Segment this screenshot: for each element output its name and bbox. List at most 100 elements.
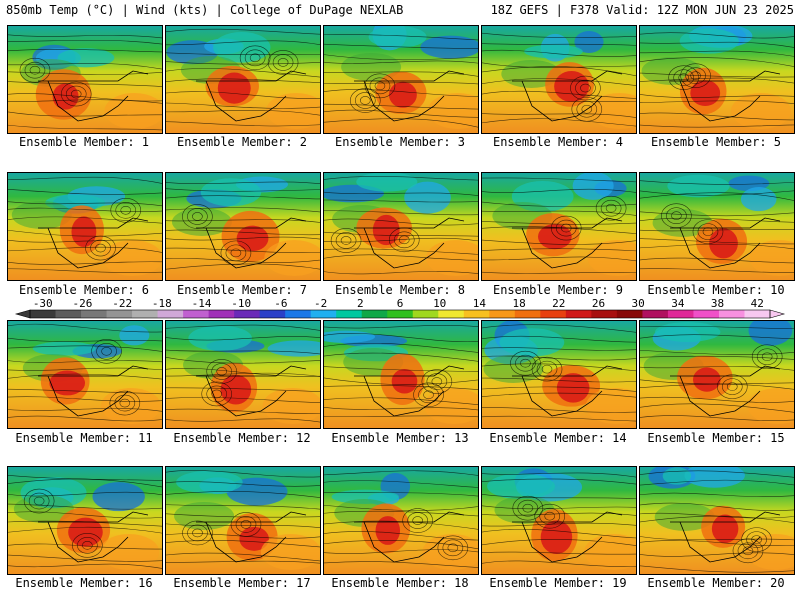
ensemble-member-label: Ensemble Member: 10 (647, 283, 785, 297)
colorbar-swatch (744, 310, 771, 318)
ensemble-map (323, 320, 479, 429)
colorbar-swatch (718, 310, 745, 318)
colorbar-swatch (591, 310, 618, 318)
colorbar-swatch (208, 310, 235, 318)
colorbar-tick-label: -18 (152, 298, 172, 310)
colorbar-swatch (132, 310, 159, 318)
ensemble-map (481, 320, 637, 429)
colorbar-tick-label: 26 (592, 298, 605, 310)
temperature-colorbar: -30 -26 -22 -18 -14 -10 -6 -2 2 6 10 14 18 22 26 30 34 38… (14, 298, 786, 319)
temperature-map (324, 26, 478, 133)
ensemble-member-label: Ensemble Member: 16 (15, 576, 153, 590)
ensemble-member-label: Ensemble Member: 17 (173, 576, 311, 590)
ensemble-map (165, 172, 321, 281)
ensemble-member-label: Ensemble Member: 7 (176, 283, 308, 297)
temperature-map (482, 26, 636, 133)
colorbar-swatch (336, 310, 363, 318)
temperature-map (324, 467, 478, 574)
ensemble-map (639, 25, 795, 134)
colorbar-swatch (642, 310, 669, 318)
temperature-map (166, 321, 320, 428)
colorbar-tick-label: -2 (314, 298, 327, 310)
temperature-map (640, 467, 794, 574)
colorbar-swatch (183, 310, 210, 318)
ensemble-member-label: Ensemble Member: 3 (334, 135, 466, 149)
colorbar-swatch (693, 310, 720, 318)
colorbar-swatch (412, 310, 439, 318)
colorbar-tick-label: -30 (33, 298, 53, 310)
ensemble-member-label: Ensemble Member: 20 (647, 576, 785, 590)
temperature-map (640, 173, 794, 280)
colorbar-tick-label: -6 (274, 298, 287, 310)
temperature-map (8, 467, 162, 574)
colorbar-tick-label: 2 (357, 298, 364, 310)
colorbar-swatch (157, 310, 184, 318)
colorbar-tick-label: -14 (192, 298, 212, 310)
temperature-map (166, 467, 320, 574)
colorbar-swatch (514, 310, 541, 318)
temperature-map (324, 173, 478, 280)
colorbar-swatch (285, 310, 312, 318)
temperature-map (166, 26, 320, 133)
colorbar-swatch (234, 310, 261, 318)
colorbar-tick-label: 42 (751, 298, 764, 310)
colorbar-tick-label: -10 (231, 298, 251, 310)
ensemble-map (165, 25, 321, 134)
ensemble-member-label: Ensemble Member: 12 (173, 431, 311, 445)
ensemble-member-label: Ensemble Member: 18 (331, 576, 469, 590)
colorbar-swatch (259, 310, 286, 318)
colorbar-swatch (616, 310, 643, 318)
ensemble-map (323, 25, 479, 134)
ensemble-map (323, 172, 479, 281)
temperature-map (8, 26, 162, 133)
colorbar-tick-label: 18 (512, 298, 525, 310)
ensemble-map (639, 320, 795, 429)
colorbar-swatch (565, 310, 592, 318)
colorbar-tick-label: 34 (671, 298, 685, 310)
colorbar-swatch (81, 310, 108, 318)
ensemble-member-label: Ensemble Member: 6 (18, 283, 150, 297)
map-title: 850mb Temp (°C) | Wind (kts) | College o… (6, 3, 404, 17)
ensemble-member-label: Ensemble Member: 14 (489, 431, 627, 445)
temperature-map (640, 321, 794, 428)
colorbar-tick-label: -22 (112, 298, 132, 310)
ensemble-map (165, 320, 321, 429)
ensemble-map (7, 172, 163, 281)
colorbar-swatch (310, 310, 337, 318)
colorbar-swatch (387, 310, 414, 318)
colorbar-swatch (55, 310, 82, 318)
colorbar-swatch (489, 310, 516, 318)
colorbar-swatch (361, 310, 388, 318)
ensemble-map (7, 25, 163, 134)
temperature-map (482, 467, 636, 574)
colorbar-swatch (540, 310, 567, 318)
colorbar-left-arrow (14, 309, 31, 319)
ensemble-member-label: Ensemble Member: 9 (492, 283, 624, 297)
ensemble-member-label: Ensemble Member: 4 (492, 135, 624, 149)
colorbar-tick-label: 6 (397, 298, 404, 310)
ensemble-member-label: Ensemble Member: 11 (15, 431, 153, 445)
ensemble-member-label: Ensemble Member: 5 (650, 135, 782, 149)
temperature-map (166, 173, 320, 280)
ensemble-member-label: Ensemble Member: 2 (176, 135, 308, 149)
ensemble-member-label: Ensemble Member: 19 (489, 576, 627, 590)
colorbar-swatch (667, 310, 694, 318)
colorbar-tick-label: 10 (433, 298, 446, 310)
colorbar-swatch (30, 310, 57, 318)
valid-time: 18Z GEFS | F378 Valid: 12Z MON JUN 23 20… (490, 3, 794, 17)
colorbar-tick-label: -26 (73, 298, 93, 310)
ensemble-member-label: Ensemble Member: 1 (18, 135, 150, 149)
ensemble-map (323, 466, 479, 575)
ensemble-map (639, 172, 795, 281)
temperature-map (482, 173, 636, 280)
ensemble-map (165, 466, 321, 575)
temperature-map (324, 321, 478, 428)
colorbar-tick-label: 14 (473, 298, 487, 310)
colorbar-tick-label: 30 (632, 298, 645, 310)
colorbar-swatch (106, 310, 133, 318)
temperature-map (8, 173, 162, 280)
ensemble-member-label: Ensemble Member: 13 (331, 431, 469, 445)
colorbar-swatch (438, 310, 465, 318)
ensemble-member-label: Ensemble Member: 8 (334, 283, 466, 297)
colorbar-tick-label: 38 (711, 298, 724, 310)
